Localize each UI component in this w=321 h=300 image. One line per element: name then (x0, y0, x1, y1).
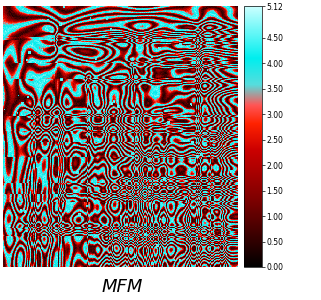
Text: MFM: MFM (101, 278, 143, 296)
